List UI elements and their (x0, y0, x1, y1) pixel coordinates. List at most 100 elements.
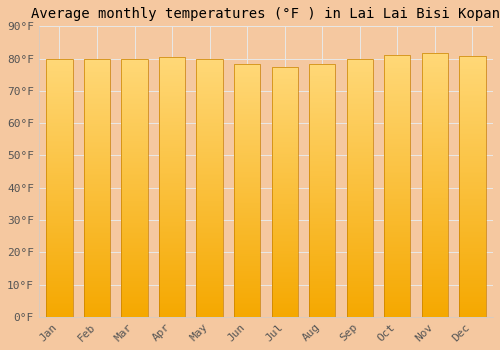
Bar (196, 225, 223, 226)
Bar (46, 141, 72, 142)
Bar (384, 297, 410, 299)
Bar (122, 145, 148, 147)
Bar (346, 95, 373, 97)
Bar (196, 239, 223, 241)
Bar (309, 255, 336, 256)
Bar (46, 177, 72, 178)
Bar (196, 309, 223, 310)
Bar (309, 236, 336, 237)
Bar (234, 223, 260, 225)
Bar (309, 154, 336, 155)
Bar (346, 227, 373, 228)
Bar (272, 233, 298, 234)
Bar (422, 258, 448, 259)
Bar (234, 316, 260, 317)
Bar (196, 118, 223, 119)
Bar (460, 74, 485, 75)
Bar (460, 152, 485, 154)
Bar (196, 313, 223, 314)
Bar (309, 127, 336, 128)
Bar (122, 98, 148, 99)
Bar (46, 223, 72, 224)
Bar (196, 125, 223, 126)
Bar (384, 169, 410, 170)
Bar (234, 86, 260, 87)
Bar (384, 287, 410, 288)
Bar (159, 225, 185, 226)
Bar (122, 196, 148, 197)
Bar (234, 296, 260, 298)
Bar (272, 129, 298, 131)
Bar (84, 310, 110, 312)
Bar (84, 71, 110, 72)
Bar (422, 219, 448, 220)
Bar (309, 314, 336, 316)
Bar (234, 191, 260, 192)
Bar (196, 69, 223, 70)
Bar (122, 119, 148, 121)
Bar (346, 247, 373, 248)
Bar (122, 212, 148, 214)
Bar (309, 300, 336, 302)
Bar (84, 219, 110, 220)
Bar (346, 299, 373, 300)
Bar (84, 272, 110, 273)
Bar (384, 202, 410, 203)
Bar (84, 191, 110, 192)
Bar (272, 310, 298, 312)
Bar (272, 249, 298, 251)
Bar (196, 307, 223, 308)
Bar (346, 134, 373, 135)
Bar (272, 183, 298, 184)
Bar (196, 157, 223, 158)
Bar (422, 84, 448, 85)
Bar (46, 90, 72, 91)
Bar (272, 104, 298, 105)
Bar (346, 283, 373, 285)
Bar (234, 96, 260, 97)
Bar (384, 234, 410, 236)
Bar (422, 194, 448, 196)
Bar (422, 254, 448, 255)
Bar (460, 138, 485, 139)
Bar (46, 250, 72, 251)
Bar (196, 266, 223, 268)
Bar (46, 194, 72, 195)
Bar (460, 68, 485, 69)
Bar (122, 85, 148, 86)
Bar (159, 60, 185, 61)
Bar (422, 252, 448, 254)
Bar (384, 315, 410, 317)
Bar (272, 309, 298, 310)
Bar (309, 68, 336, 69)
Bar (272, 247, 298, 248)
Bar (84, 178, 110, 179)
Bar (460, 265, 485, 266)
Bar (422, 226, 448, 227)
Bar (346, 281, 373, 282)
Bar (460, 261, 485, 262)
Bar (46, 174, 72, 175)
Bar (122, 241, 148, 242)
Bar (272, 231, 298, 232)
Bar (309, 155, 336, 156)
Bar (122, 74, 148, 76)
Bar (46, 61, 72, 62)
Bar (84, 183, 110, 184)
Bar (122, 113, 148, 114)
Bar (272, 195, 298, 197)
Bar (159, 273, 185, 274)
Bar (384, 216, 410, 217)
Bar (234, 107, 260, 108)
Bar (309, 85, 336, 86)
Bar (272, 297, 298, 298)
Bar (122, 154, 148, 156)
Bar (159, 148, 185, 149)
Bar (384, 56, 410, 58)
Bar (159, 147, 185, 148)
Bar (346, 111, 373, 112)
Bar (46, 207, 72, 208)
Bar (196, 241, 223, 242)
Bar (384, 302, 410, 304)
Bar (46, 261, 72, 262)
